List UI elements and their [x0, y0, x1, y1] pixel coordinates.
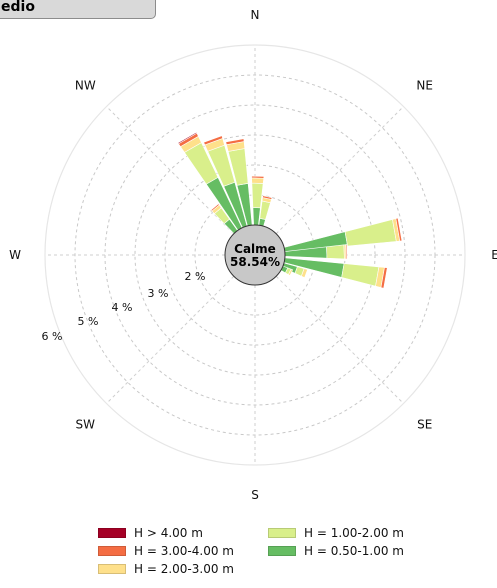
- radial-tick-label: 6 %: [42, 330, 63, 343]
- angular-grid-line: [254, 254, 404, 404]
- angular-grid-line: [106, 254, 256, 404]
- direction-label: SE: [417, 418, 432, 432]
- calm-label: Calme: [234, 242, 276, 256]
- direction-label: S: [251, 488, 259, 502]
- wind-bar-segment: [345, 244, 348, 260]
- wind-bar-segment: [203, 135, 224, 146]
- calm-circle: [224, 224, 286, 286]
- direction-label: NW: [75, 78, 96, 92]
- direction-label: N: [251, 8, 260, 22]
- wind-bar-segment: [177, 131, 198, 145]
- direction-label: E: [491, 248, 497, 262]
- wind-bar-segment: [259, 200, 271, 220]
- radial-tick-label: 4 %: [112, 301, 133, 314]
- wind-bar-segment: [395, 217, 403, 242]
- direction-label: NE: [416, 78, 433, 92]
- wind-bar-segment: [326, 244, 345, 260]
- wind-bar-segment: [380, 267, 388, 289]
- wind-bar-segment: [301, 268, 308, 279]
- wind-bar-segment: [262, 195, 273, 200]
- wind-bar-segment: [287, 268, 294, 276]
- angular-grid-line: [254, 106, 404, 256]
- chart-title-box: edio: [0, 0, 156, 19]
- wind-bar-segment: [210, 203, 220, 212]
- direction-label: SW: [76, 418, 96, 432]
- calm-value: 58.54%: [230, 255, 280, 269]
- wind-bar-segment: [251, 177, 265, 184]
- radial-tick-label: 3 %: [148, 287, 169, 300]
- wind-bar-segment: [251, 175, 265, 179]
- radial-tick-label: 2 %: [185, 270, 206, 283]
- angular-grid-line: [106, 106, 256, 256]
- radial-tick-label: 5 %: [78, 315, 99, 328]
- direction-label: W: [9, 248, 21, 262]
- wind-bar-segment: [341, 263, 380, 287]
- outer-ring: [44, 44, 466, 466]
- wind-bar-segment: [225, 138, 245, 145]
